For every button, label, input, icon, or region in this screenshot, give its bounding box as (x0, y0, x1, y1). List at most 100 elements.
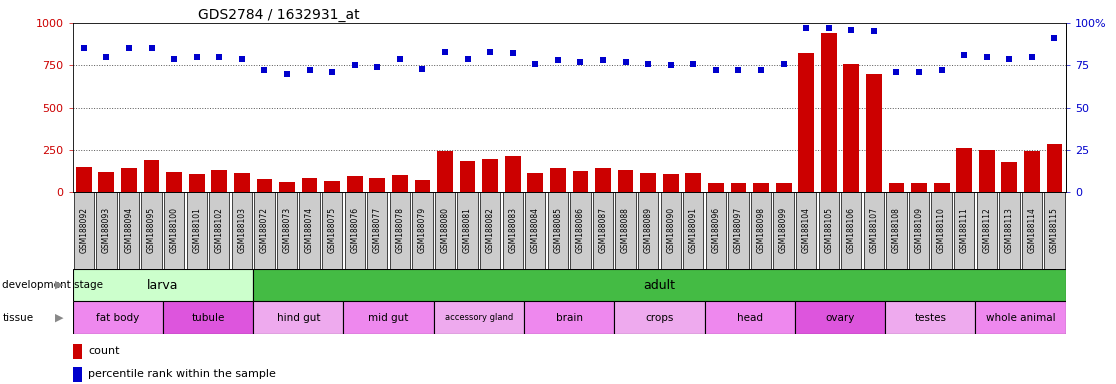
Point (865, 28, 883, 35)
Text: GSM188072: GSM188072 (260, 207, 269, 253)
Point (955, 52, 973, 58)
Point (503, 50, 521, 56)
Bar (663, 174, 679, 192)
Point (820, 25, 838, 31)
Bar (1024, 151, 1040, 192)
FancyBboxPatch shape (999, 192, 1020, 269)
Bar (437, 151, 453, 192)
Text: GSM188106: GSM188106 (847, 207, 856, 253)
Point (706, 67, 724, 73)
Bar (934, 183, 950, 192)
Point (187, 54, 205, 60)
Point (843, 27, 860, 33)
FancyBboxPatch shape (751, 192, 771, 269)
Bar (866, 74, 882, 192)
FancyBboxPatch shape (548, 192, 568, 269)
Text: mid gut: mid gut (368, 313, 408, 323)
Text: GSM188078: GSM188078 (395, 207, 404, 253)
Point (571, 59, 589, 65)
Bar (279, 182, 295, 192)
Point (324, 69, 341, 75)
FancyBboxPatch shape (1022, 192, 1042, 269)
Text: GSM188112: GSM188112 (982, 207, 991, 253)
Point (165, 55, 183, 61)
FancyBboxPatch shape (683, 192, 703, 269)
FancyBboxPatch shape (367, 192, 387, 269)
FancyBboxPatch shape (975, 301, 1066, 334)
Bar (166, 172, 182, 192)
Text: GSM188091: GSM188091 (689, 207, 698, 253)
Text: GSM188109: GSM188109 (914, 207, 924, 253)
Point (414, 66, 432, 72)
FancyBboxPatch shape (253, 301, 344, 334)
FancyBboxPatch shape (345, 192, 365, 269)
Text: GSM188076: GSM188076 (350, 207, 359, 253)
Text: GSM188103: GSM188103 (238, 207, 247, 253)
Bar (1001, 162, 1018, 192)
Point (549, 57, 567, 63)
Text: GSM188107: GSM188107 (869, 207, 878, 253)
FancyBboxPatch shape (886, 192, 906, 269)
FancyBboxPatch shape (841, 192, 862, 269)
Point (233, 55, 251, 61)
Bar (482, 159, 498, 192)
Point (730, 67, 748, 73)
Bar (189, 174, 204, 192)
Text: larva: larva (147, 279, 179, 291)
FancyBboxPatch shape (209, 192, 230, 269)
Bar (325, 181, 340, 192)
Text: GSM188102: GSM188102 (214, 207, 224, 253)
Bar (392, 175, 407, 192)
Point (978, 54, 995, 60)
Bar (888, 183, 904, 192)
Text: tissue: tissue (2, 313, 33, 323)
Point (1046, 35, 1064, 41)
FancyBboxPatch shape (253, 269, 1066, 301)
Text: GSM188074: GSM188074 (305, 207, 314, 253)
Text: ovary: ovary (826, 313, 855, 323)
Bar (979, 150, 994, 192)
Point (75, 45, 93, 51)
Point (639, 61, 657, 67)
Text: ▶: ▶ (55, 280, 64, 290)
Text: GDS2784 / 1632931_at: GDS2784 / 1632931_at (199, 8, 359, 22)
Text: GSM188108: GSM188108 (892, 207, 901, 253)
Bar (776, 183, 791, 192)
Point (1000, 55, 1018, 61)
Bar (347, 176, 363, 192)
Text: whole animal: whole animal (985, 313, 1056, 323)
Text: GSM188087: GSM188087 (598, 207, 607, 253)
Point (143, 45, 161, 51)
Text: GSM188114: GSM188114 (1028, 207, 1037, 253)
Text: GSM188099: GSM188099 (779, 207, 788, 253)
Point (256, 67, 273, 73)
FancyBboxPatch shape (908, 192, 930, 269)
Text: GSM188075: GSM188075 (328, 207, 337, 253)
Bar (731, 183, 747, 192)
FancyBboxPatch shape (435, 192, 455, 269)
Point (887, 69, 905, 75)
FancyBboxPatch shape (164, 192, 184, 269)
Bar (98, 172, 114, 192)
Point (391, 55, 408, 61)
Text: testes: testes (914, 313, 946, 323)
Text: crops: crops (645, 313, 674, 323)
Bar (211, 170, 228, 192)
Text: count: count (88, 346, 119, 356)
FancyBboxPatch shape (885, 301, 975, 334)
Bar (460, 161, 475, 192)
FancyBboxPatch shape (254, 192, 275, 269)
Text: GSM188110: GSM188110 (937, 207, 946, 253)
Point (752, 67, 770, 73)
Text: GSM188098: GSM188098 (757, 207, 766, 253)
Text: brain: brain (556, 313, 583, 323)
Bar (821, 33, 837, 192)
Bar (73, 367, 83, 382)
Text: development stage: development stage (2, 280, 104, 290)
Point (278, 71, 296, 77)
Point (662, 62, 680, 68)
Text: GSM188092: GSM188092 (79, 207, 88, 253)
Text: tubule: tubule (191, 313, 224, 323)
FancyBboxPatch shape (96, 192, 116, 269)
Bar (234, 172, 250, 192)
